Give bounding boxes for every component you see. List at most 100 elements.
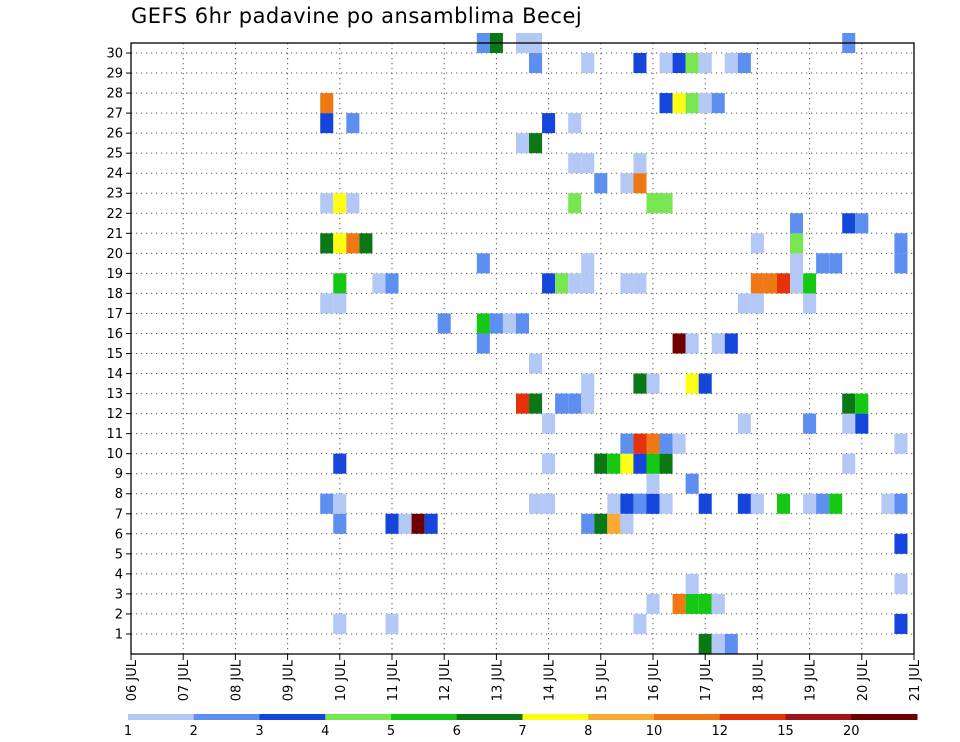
legend-label: 8 [584,724,592,739]
heatmap-cell [816,253,830,274]
heatmap-cell [685,593,699,614]
heatmap-cell [568,153,582,174]
y-tick-label: 12 [106,407,123,422]
legend-swatch [785,714,852,720]
y-tick-label: 21 [106,227,123,242]
y-tick-label: 16 [106,327,123,342]
heatmap-cell [816,493,830,514]
heatmap-cell [542,453,556,474]
y-tick-label: 8 [115,487,123,502]
heatmap-cell [685,573,699,594]
legend-label: 7 [518,724,526,739]
legend-swatch [719,714,786,720]
y-tick-label: 7 [115,507,123,522]
legend-label: 15 [777,724,794,739]
heatmap-cell [685,93,699,114]
heatmap-cell [633,173,647,194]
heatmap-cell [333,293,347,314]
heatmap-cell [542,413,556,434]
heatmap-cell [581,373,595,394]
heatmap-cell [489,313,503,334]
heatmap-cell [737,293,751,314]
heatmap-cell [594,513,608,534]
y-tick-label: 3 [115,587,123,602]
x-tick-label: 17 JUL [699,659,714,701]
heatmap-cell [659,193,673,214]
heatmap-cell [698,633,712,654]
heatmap-cell [790,213,804,234]
y-tick-label: 17 [106,307,123,322]
x-tick-label: 11 JUL [386,659,401,701]
heatmap-cell [790,273,804,294]
heatmap-cell [633,153,647,174]
heatmap-cell [607,453,621,474]
heatmap-cell [581,393,595,414]
heatmap-cell [894,433,908,454]
heatmap-cell [881,493,895,514]
color-legend: 1 2 3 4 5 6 7 8 10 12 15 20 [124,714,918,739]
heatmap-cell [620,433,634,454]
legend-label: 2 [190,724,198,739]
heatmap-cell [529,393,543,414]
x-tick-label: 18 JUL [751,659,766,701]
heatmap-cell [724,333,738,354]
heatmap-cell [685,333,699,354]
heatmap-cell [385,613,399,634]
y-tick-label: 23 [106,187,123,202]
data-cells [320,32,908,654]
heatmap-cell [333,453,347,474]
y-tick-label: 6 [115,527,123,542]
heatmap-cell [659,53,673,74]
heatmap-cell [581,53,595,74]
legend-swatch [325,714,392,720]
heatmap-cell [685,53,699,74]
heatmap-cell [437,313,451,334]
heatmap-cell [568,273,582,294]
heatmap-cell [724,53,738,74]
x-tick-label: 07 JUL [177,659,192,701]
heatmap-cell [620,493,634,514]
heatmap-cell [333,513,347,534]
y-tick-label: 19 [106,267,123,282]
heatmap-cell [620,173,634,194]
heatmap-cell [646,473,660,494]
x-axis: 06 JUL 07 JUL 08 JUL 09 JUL 10 JUL 11 JUL 12 J… [125,654,923,701]
heatmap-cell [829,493,843,514]
heatmap-cell [476,313,490,334]
heatmap-cell [633,613,647,634]
heatmap-cell [711,93,725,114]
heatmap-cell [633,493,647,514]
x-tick-label: 06 JUL [125,659,140,701]
heatmap-cell [633,373,647,394]
legend-swatch [522,714,589,720]
heatmap-cell [529,53,543,74]
y-tick-label: 13 [106,387,123,402]
heatmap-cell [894,613,908,634]
heatmap-cell [372,273,386,294]
x-tick-label: 19 JUL [804,659,819,701]
heatmap-cell [750,233,764,254]
heatmap-cell [568,193,582,214]
heatmap-cell [685,373,699,394]
heatmap-cell [633,453,647,474]
y-tick-label: 28 [106,87,123,102]
y-tick-label: 24 [106,167,123,182]
legend-label: 5 [387,724,395,739]
legend-swatch [128,714,195,720]
legend-swatch [391,714,458,720]
grid-lines [131,43,914,654]
y-tick-label: 10 [106,447,123,462]
heatmap-cell [894,253,908,274]
heatmap-cell [672,433,686,454]
x-tick-label: 08 JUL [229,659,244,701]
heatmap-cell [359,233,373,254]
heatmap-cell [698,593,712,614]
heatmap-cell [620,273,634,294]
x-tick-label: 14 JUL [543,659,558,701]
heatmap-cell [842,213,856,234]
heatmap-cell [698,53,712,74]
heatmap-cell [568,113,582,134]
heatmap-cell [790,253,804,274]
heatmap-cell [672,93,686,114]
